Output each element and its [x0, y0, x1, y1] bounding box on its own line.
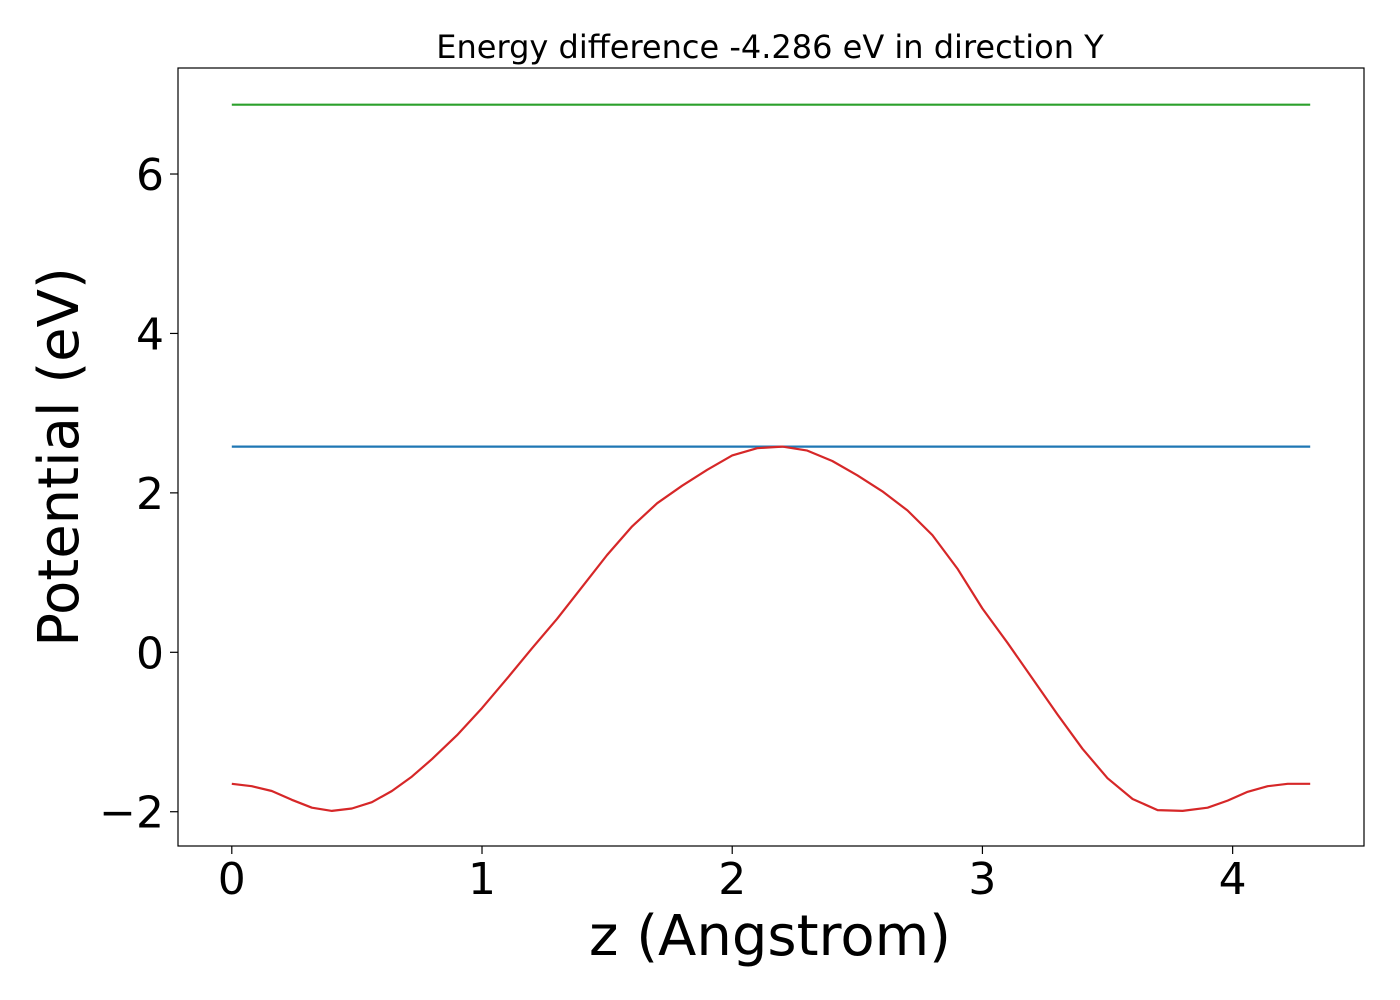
- series-layer: [231, 103, 1311, 813]
- y-tick-label: 0: [136, 628, 164, 679]
- x-tick-label: 1: [468, 854, 496, 905]
- plot-frame: [177, 67, 1365, 847]
- y-tick-label: 2: [136, 469, 164, 520]
- chart-title: Energy difference -4.286 eV in direction…: [436, 28, 1104, 66]
- x-tick-label: 2: [718, 854, 746, 905]
- x-tick-label: 3: [968, 854, 996, 905]
- ticks-layer: 0 1 2 3 4 −2 0 2 4 6: [99, 150, 1247, 905]
- series-line-2: [231, 445, 1311, 813]
- x-tick-label: 0: [218, 854, 246, 905]
- y-tick-label: 6: [136, 150, 164, 201]
- y-tick-label: 4: [136, 309, 164, 360]
- x-tick-label: 4: [1219, 854, 1247, 905]
- y-axis-label: Potential (eV): [27, 267, 92, 647]
- x-axis-label: z (Angstrom): [589, 904, 951, 969]
- y-tick-label: −2: [99, 788, 164, 839]
